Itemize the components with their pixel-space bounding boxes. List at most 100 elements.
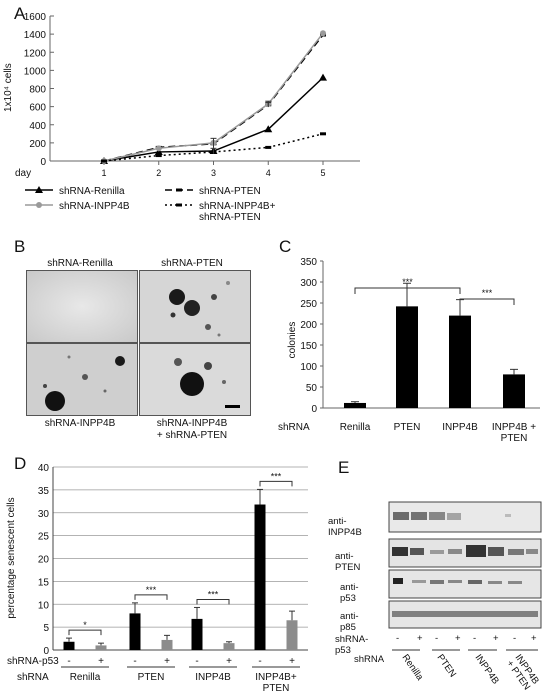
blot-label-p53: anti-p53 [340, 582, 359, 604]
c-ytick-label: 350 [300, 257, 317, 268]
panel-letter-e: E [338, 458, 350, 477]
blot-p53-mark: + [531, 633, 537, 644]
d-group-label: Renilla [70, 672, 101, 683]
d-bar-minus [191, 618, 203, 650]
d-sig-bracket [68, 629, 102, 636]
a-ytick-label: 200 [29, 139, 46, 150]
c-ytick-label: 250 [300, 299, 317, 310]
d-p53-row-label: shRNA-p53 [7, 656, 59, 667]
panel-letter-b: B [14, 237, 26, 256]
d-ytick-label: 40 [38, 463, 50, 474]
d-ytick-label: 25 [38, 532, 50, 543]
d-ytick-label: 0 [43, 646, 49, 657]
panel-letter-c: C [279, 237, 292, 256]
blot-p53 [388, 569, 542, 599]
c-bar [503, 374, 525, 408]
c-sig-label: *** [482, 288, 493, 298]
a-legend-marker [35, 186, 43, 193]
a-legend-label: shRNA-Renilla [59, 186, 125, 197]
micrograph-inpp4b-pten [139, 343, 251, 416]
blot-lane-label: Renilla [400, 652, 426, 683]
c-sig-bracket [354, 287, 461, 294]
micrograph-renilla [26, 270, 138, 343]
a-xtick-label: 3 [211, 168, 216, 178]
d-bar-plus [223, 643, 235, 650]
d-bar-plus [286, 620, 298, 650]
c-ytick-label: 0 [311, 404, 317, 415]
a-ytick-label: 1200 [24, 48, 47, 59]
a-point [320, 132, 326, 136]
c-sig-label: *** [402, 277, 413, 287]
d-ytick-label: 35 [38, 486, 50, 497]
blot-lane-label: INPP4B+ PTEN [504, 652, 541, 692]
a-point [154, 147, 163, 155]
c-ytick-label: 100 [300, 362, 317, 373]
growth-curve-chart: 0 200 400 600 800 1000 1200 1400 1600 1 2 3 4 5 day 1x1… [3, 12, 360, 223]
a-ytick-label: 0 [40, 157, 46, 168]
blot-p53-row-label: shRNA-p53 [335, 634, 369, 656]
blot-p53-mark: + [455, 633, 461, 644]
c-ytick-label: 200 [300, 320, 317, 331]
d-sig-label: *** [271, 471, 282, 481]
a-point [155, 145, 162, 152]
blot-p53-mark: - [513, 633, 517, 644]
d-ytick-label: 20 [38, 555, 50, 566]
blot-p85 [388, 600, 542, 629]
c-ytick-label: 150 [300, 341, 317, 352]
panel-letter-d: D [14, 454, 27, 473]
d-ytick-label: 5 [43, 623, 49, 634]
d-sig-label: * [83, 620, 87, 630]
micrograph-label-renilla: shRNA-Renilla [47, 258, 113, 269]
micrograph-inpp4b [26, 343, 138, 416]
a-ytick-label: 1000 [24, 66, 47, 77]
micrograph-label-inpp4b-pten-text: shRNA-INPP4B + shRNA-PTEN [156, 418, 228, 441]
c-xtick-label: PTEN [394, 422, 421, 433]
d-p53-mark: - [133, 656, 136, 667]
a-xtick-label: 1 [101, 168, 106, 178]
d-ytick-label: 15 [38, 577, 50, 588]
a-point [155, 154, 162, 158]
blot-lane-label: PTEN [435, 652, 459, 679]
d-y-label: percentage senescent cells [6, 497, 17, 618]
d-bar-minus [254, 504, 266, 650]
d-sig-bracket [196, 598, 230, 605]
d-p53-mark: + [226, 656, 232, 667]
d-p53-mark: - [258, 656, 261, 667]
a-legend-label: shRNA-PTEN [199, 186, 261, 197]
blot-label-pten: anti-PTEN [335, 551, 361, 573]
a-y-label: 1x10⁴ cells [3, 63, 14, 112]
blot-p53-mark: - [473, 633, 477, 644]
blot-label-p85: anti-p85 [340, 611, 359, 633]
c-ytick-label: 300 [300, 278, 317, 289]
d-p53-mark: + [164, 656, 170, 667]
a-point [101, 159, 107, 163]
d-p53-mark: + [98, 656, 104, 667]
a-xtick-label: 5 [320, 168, 325, 178]
c-xtick-label: Renilla [340, 422, 371, 433]
d-ytick-label: 30 [38, 509, 50, 520]
a-legend-label: shRNA-INPP4B+ shRNA-PTEN [199, 201, 276, 223]
a-point [320, 30, 326, 37]
d-bar-minus [129, 613, 141, 650]
d-sig-bracket [259, 480, 293, 487]
a-point [264, 125, 273, 133]
c-y-label: colonies [287, 322, 298, 359]
a-x-label: day [15, 168, 31, 179]
d-bar-plus [161, 639, 173, 650]
d-shrna-row-label: shRNA [17, 672, 49, 683]
c-bar [396, 306, 418, 408]
a-point [319, 73, 327, 81]
c-bar [449, 315, 471, 408]
micrograph-label-pten: shRNA-PTEN [161, 258, 223, 269]
blot-shrna-row-label: shRNA [354, 654, 385, 665]
blot-p53-mark: + [417, 633, 423, 644]
d-bar-plus [95, 645, 107, 650]
c-ytick-label: 50 [306, 383, 318, 394]
micrograph-pten [139, 270, 251, 343]
panel-letter-a: A [14, 4, 26, 23]
d-sig-label: *** [146, 585, 157, 595]
d-p53-mark: + [289, 656, 295, 667]
